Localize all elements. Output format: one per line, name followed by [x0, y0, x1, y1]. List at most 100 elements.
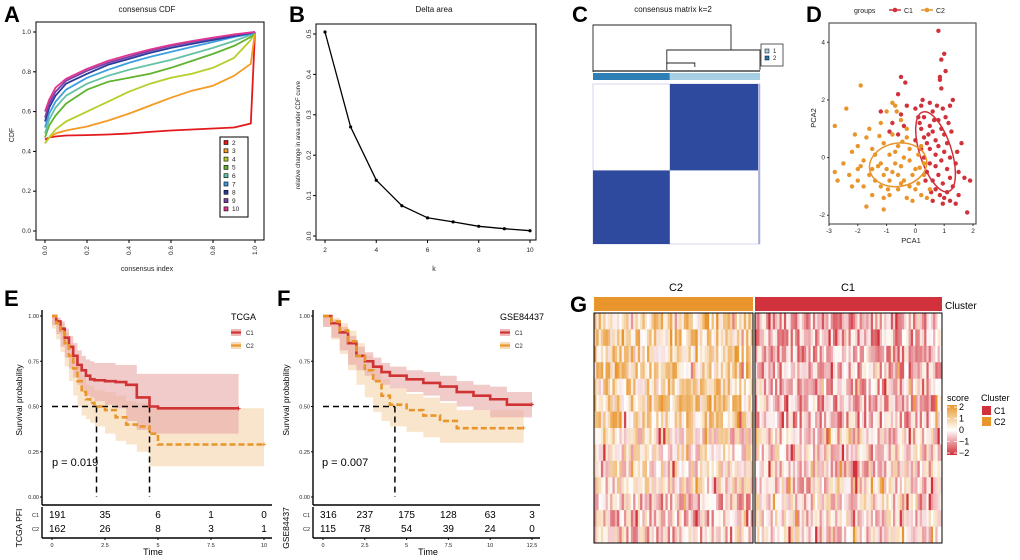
heatmap-cell: [704, 362, 708, 380]
heatmap-cell: [743, 362, 747, 380]
heatmap-cell: [614, 345, 618, 363]
heatmap-cell: [729, 313, 733, 330]
heatmap-cell: [797, 444, 800, 462]
heatmap-cell: [759, 526, 762, 544]
heatmap-cell: [821, 378, 825, 396]
heatmap-cell: [821, 493, 825, 511]
heatmap-cell: [697, 428, 701, 445]
heatmap-cell: [926, 411, 929, 429]
heatmap-cell: [864, 329, 867, 347]
heatmap-cell: [881, 362, 885, 380]
heatmap-cell: [693, 345, 696, 363]
heatmap-cell: [766, 313, 769, 330]
heatmap-cell: [886, 510, 889, 527]
heatmap-cell: [921, 362, 925, 380]
heatmap-cell: [732, 378, 735, 396]
pca-point-c1: [943, 115, 948, 120]
heatmap-cell: [619, 493, 622, 511]
heatmap-cell: [704, 493, 708, 511]
heatmap-cell: [777, 493, 780, 511]
heatmap-cell: [628, 395, 632, 412]
heatmap-cell: [720, 411, 724, 429]
pca-point-c1: [921, 135, 927, 140]
heatmap-cell: [872, 510, 876, 527]
heatmap-cell: [607, 460, 611, 478]
heatmap-cell: [904, 411, 907, 429]
heatmap-cell: [732, 345, 735, 363]
risk-count: 1: [261, 524, 267, 535]
heatmap-cell: [872, 477, 876, 495]
heatmap-cell: [748, 428, 751, 445]
heatmap-cell: [806, 510, 809, 527]
heatmap-cell: [734, 477, 738, 495]
heatmap-cell: [772, 526, 776, 544]
heatmap-cell: [763, 362, 767, 380]
heatmap-cell: [695, 444, 698, 462]
heatmap-cell: [681, 395, 685, 412]
heatmap-cell: [660, 460, 664, 478]
heatmap-cell: [928, 460, 932, 478]
heatmap-cell: [741, 345, 745, 363]
heatmap-cell: [734, 362, 738, 380]
heatmap-cell: [839, 493, 843, 511]
heatmap-cell: [921, 428, 925, 445]
heatmap-cell: [819, 428, 823, 445]
heatmap-cell: [790, 460, 794, 478]
heatmap-cell: [930, 444, 934, 462]
heatmap-cell: [910, 345, 914, 363]
heatmap-cell: [839, 526, 843, 544]
heatmap-cell: [937, 510, 941, 527]
risk-count: 0: [261, 510, 267, 521]
heatmap-cell: [810, 411, 814, 429]
heatmap-cell: [607, 493, 611, 511]
heatmap-cell: [642, 444, 645, 462]
heatmap-cell: [603, 477, 606, 495]
heatmap-cell: [637, 444, 641, 462]
heatmap-cell: [881, 493, 885, 511]
heatmap-cell: [706, 428, 710, 445]
legend-label-k6: 6: [232, 173, 236, 180]
pca-point-c2: [835, 178, 840, 183]
heatmap-cell: [713, 378, 717, 396]
heatmap-cell: [600, 329, 604, 347]
heatmap-cell: [875, 526, 878, 544]
heatmap-cell: [817, 493, 820, 511]
heatmap-cell: [901, 395, 905, 412]
heatmap-cell: [806, 526, 809, 544]
heatmap-cell: [644, 526, 648, 544]
heatmap-cell: [797, 329, 800, 347]
heatmap-cell: [908, 345, 912, 363]
heatmap-cell: [924, 411, 927, 429]
heatmap-cell: [755, 477, 758, 495]
heatmap-cell: [623, 444, 627, 462]
heatmap-cell: [630, 477, 634, 495]
heatmap-cell: [826, 329, 829, 347]
heatmap-cell: [808, 493, 811, 511]
heatmap-cell: [801, 362, 805, 380]
heatmap-cell: [881, 428, 885, 445]
heatmap-cell: [817, 444, 820, 462]
heatmap-cell: [899, 428, 903, 445]
heatmap-cell: [855, 378, 858, 396]
heatmap-cell: [700, 428, 703, 445]
legend-label-k2: 2: [232, 140, 236, 147]
heatmap-cell: [667, 378, 671, 396]
chart-title: Delta area: [416, 5, 453, 14]
heatmap-cell: [746, 345, 749, 363]
heatmap-cell: [806, 362, 809, 380]
heatmap-cell: [815, 477, 818, 495]
heatmap-cell: [649, 526, 652, 544]
heatmap-cell: [727, 493, 731, 511]
heatmap-cell: [870, 460, 874, 478]
heatmap-cell: [704, 329, 708, 347]
pca-point-c1: [936, 28, 941, 33]
y-tick-label: 0.4: [306, 70, 313, 79]
pca-point-c1: [930, 109, 935, 114]
heatmap-cell: [921, 510, 925, 527]
heatmap-cell: [670, 362, 673, 380]
heatmap-cell: [658, 460, 662, 478]
heatmap-cell: [626, 411, 629, 429]
pca-point-c1: [933, 152, 938, 157]
heatmap-cell: [633, 411, 636, 429]
heatmap-cell: [826, 428, 829, 445]
